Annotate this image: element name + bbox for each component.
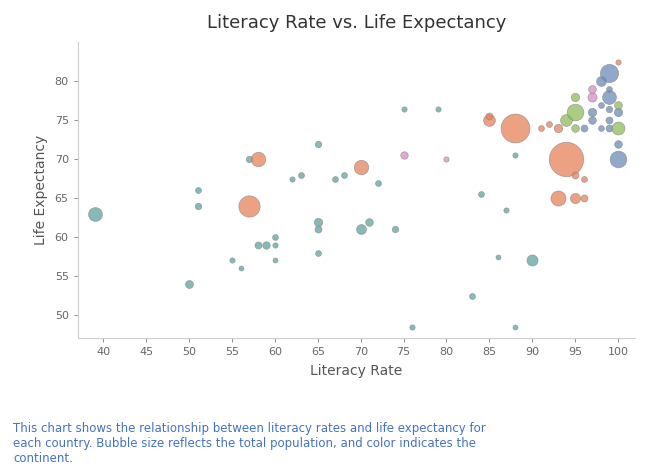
Point (510, 124, 520, 132)
Point (604, 117, 614, 124)
Point (330, 175, 340, 182)
Point (604, 70, 614, 77)
Point (407, 323, 417, 330)
Point (596, 101, 606, 109)
Point (89, 210, 100, 218)
Point (587, 109, 597, 116)
Point (510, 151, 520, 159)
Point (312, 249, 323, 257)
Point (253, 241, 263, 249)
Point (553, 124, 563, 132)
Point (312, 226, 323, 233)
Point (244, 156, 255, 163)
Point (587, 117, 597, 124)
Point (544, 120, 555, 128)
Point (184, 280, 194, 288)
Point (484, 117, 494, 124)
Point (510, 323, 520, 330)
Point (613, 101, 623, 109)
X-axis label: Literacy Rate: Literacy Rate (310, 364, 402, 378)
Point (356, 226, 366, 233)
Point (579, 175, 589, 182)
Point (433, 105, 443, 112)
Point (587, 85, 597, 93)
Point (570, 109, 580, 116)
Point (613, 124, 623, 132)
Point (570, 124, 580, 132)
Point (364, 218, 375, 225)
Point (287, 175, 297, 182)
Point (476, 190, 486, 198)
Point (235, 265, 246, 272)
Point (356, 163, 366, 171)
Point (338, 171, 349, 179)
Point (227, 257, 237, 264)
Point (492, 253, 503, 260)
Point (312, 218, 323, 225)
Point (390, 226, 400, 233)
Point (570, 93, 580, 101)
Point (270, 241, 280, 249)
Point (527, 257, 537, 264)
Point (467, 292, 478, 299)
Point (261, 241, 272, 249)
Point (613, 140, 623, 148)
Point (270, 257, 280, 264)
Point (596, 124, 606, 132)
Point (613, 58, 623, 65)
Point (604, 105, 614, 112)
Point (561, 117, 572, 124)
Point (192, 187, 203, 194)
Point (579, 124, 589, 132)
Point (587, 93, 597, 101)
Point (604, 93, 614, 101)
Point (604, 124, 614, 132)
Point (373, 179, 383, 186)
Point (579, 195, 589, 202)
Point (244, 202, 255, 210)
Point (553, 195, 563, 202)
Title: Literacy Rate vs. Life Expectancy: Literacy Rate vs. Life Expectancy (207, 15, 506, 32)
Point (502, 206, 512, 213)
Point (570, 171, 580, 179)
Point (399, 151, 409, 159)
Point (570, 195, 580, 202)
Text: This chart shows the relationship between literacy rates and life expectancy for: This chart shows the relationship betwee… (13, 423, 486, 465)
Point (596, 78, 606, 85)
Point (253, 156, 263, 163)
Point (399, 105, 409, 112)
Point (312, 140, 323, 148)
Point (613, 156, 623, 163)
Point (441, 156, 452, 163)
Point (604, 85, 614, 93)
Point (192, 202, 203, 210)
Point (535, 124, 546, 132)
Y-axis label: Life Expectancy: Life Expectancy (34, 135, 48, 245)
Point (613, 109, 623, 116)
Point (270, 233, 280, 241)
Point (561, 156, 572, 163)
Point (295, 171, 306, 179)
Point (484, 112, 494, 120)
